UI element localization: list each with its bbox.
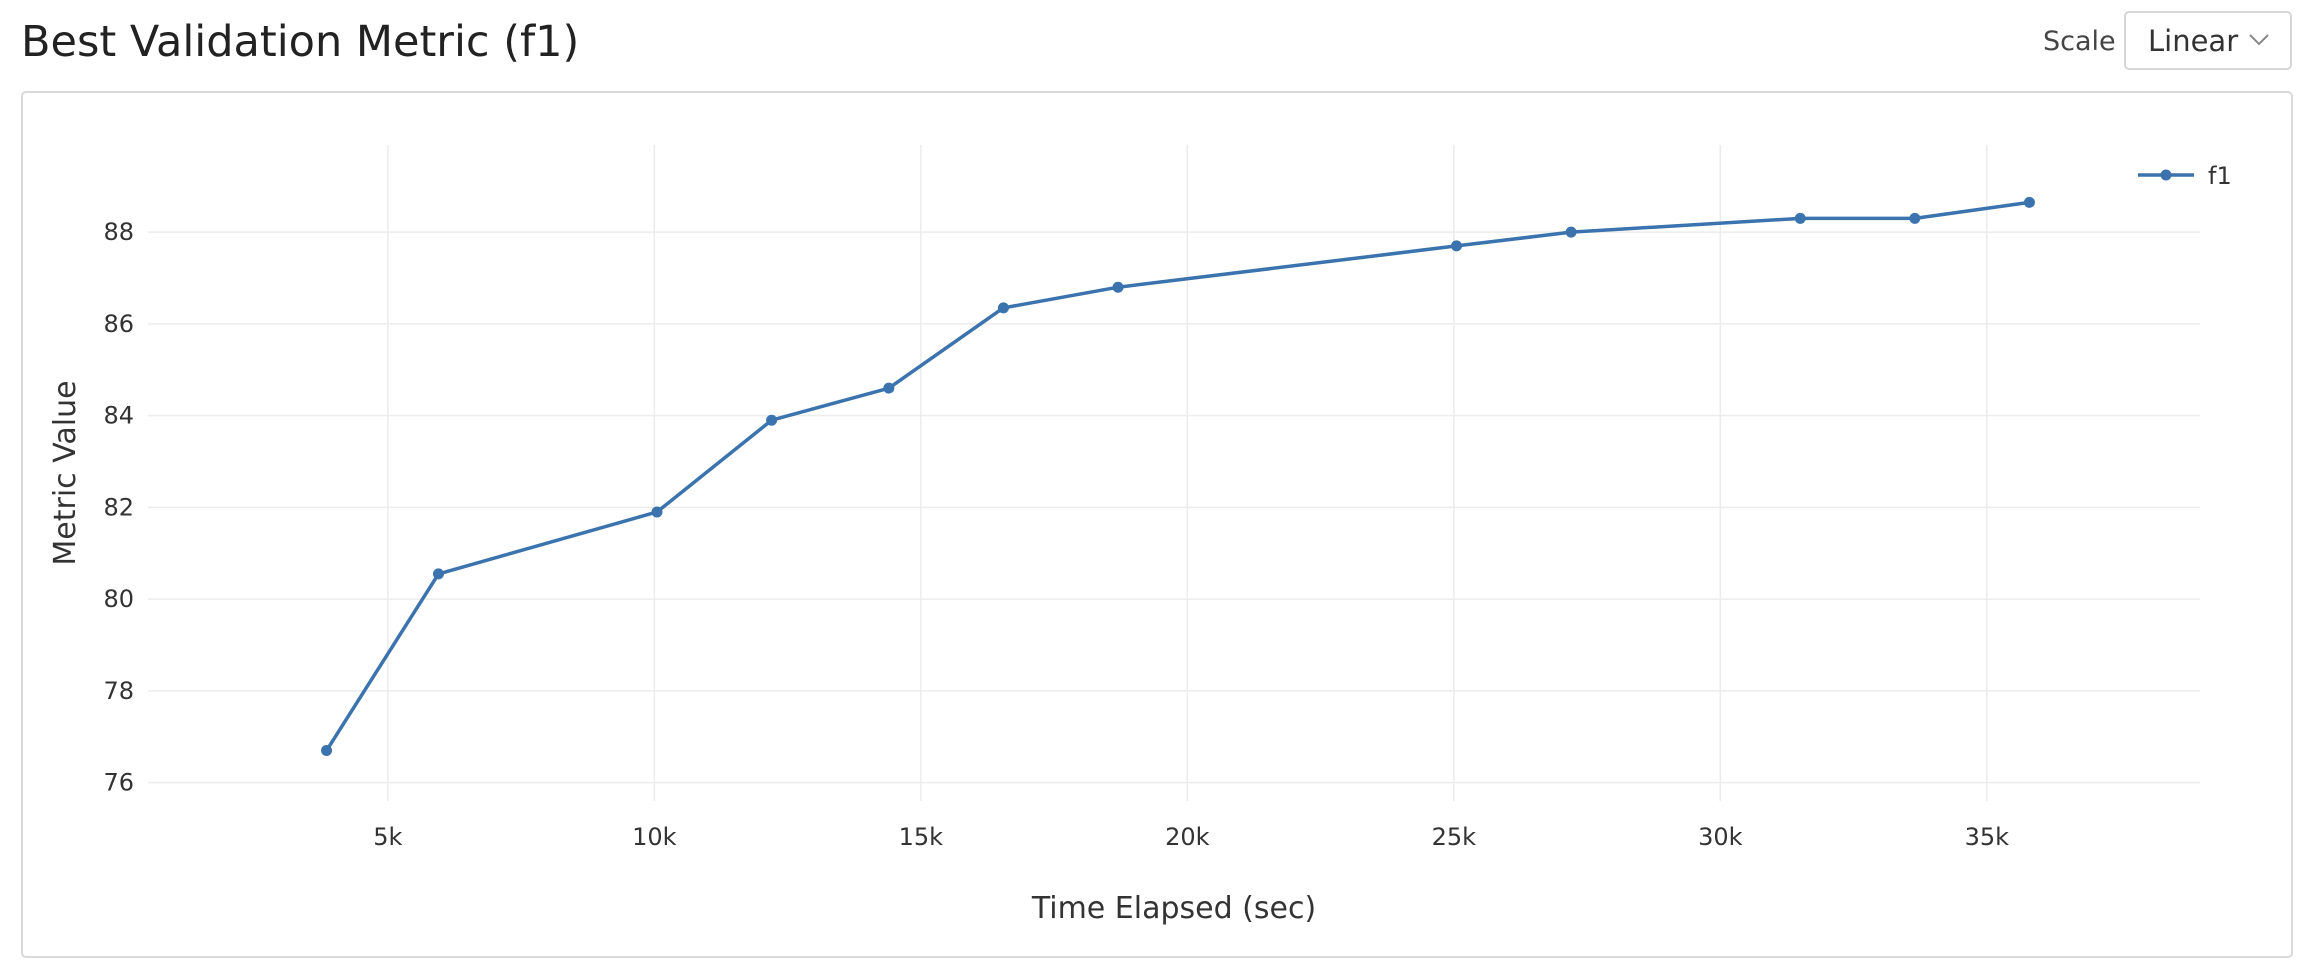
y-axis-title: Metric Value (48, 380, 83, 565)
data-point (1112, 281, 1124, 293)
series-line-f1 (324, 200, 2032, 753)
y-tick-label: 78 (103, 677, 134, 705)
y-tick-label: 76 (103, 769, 134, 797)
data-point (766, 414, 778, 426)
series-layer (321, 196, 2035, 757)
y-tick-label: 86 (103, 310, 134, 338)
data-point (2023, 196, 2035, 208)
data-point (651, 506, 663, 518)
data-point (1794, 212, 1806, 224)
data-point (321, 745, 333, 757)
data-point (1565, 226, 1577, 238)
legend: f1 (2138, 162, 2232, 190)
chevron-down-icon (2249, 34, 2269, 46)
scale-select[interactable]: Linear (2124, 11, 2292, 70)
x-tick-label: 5k (373, 823, 402, 851)
scale-select-value: Linear (2148, 23, 2239, 58)
legend-label: f1 (2208, 162, 2232, 190)
x-tick-label: 20k (1165, 823, 1210, 851)
axis-labels: 76 78 80 82 84 86 88 5k 10k 15k 20k 25k 30k 35k Time E… (48, 218, 2009, 926)
data-point (997, 302, 1009, 314)
data-point (883, 382, 895, 394)
data-point (432, 568, 444, 580)
x-tick-label: 30k (1698, 823, 1743, 851)
x-tick-label: 25k (1432, 823, 1477, 851)
x-tick-label: 10k (632, 823, 677, 851)
scale-label: Scale (2043, 26, 2116, 57)
legend-marker (2160, 169, 2172, 181)
x-axis-title: Time Elapsed (sec) (1031, 891, 1316, 926)
data-point (1450, 240, 1462, 252)
data-point (1909, 212, 1921, 224)
chart-panel: 76 78 80 82 84 86 88 5k 10k 15k 20k 25k 30k 35k Time E… (21, 91, 2293, 958)
y-tick-label: 82 (103, 493, 134, 521)
page-title: Best Validation Metric (f1) (21, 17, 580, 67)
y-tick-label: 84 (103, 402, 134, 430)
y-tick-label: 80 (103, 585, 134, 613)
x-tick-label: 15k (899, 823, 944, 851)
line-chart: 76 78 80 82 84 86 88 5k 10k 15k 20k 25k 30k 35k Time E… (48, 145, 2232, 926)
y-tick-label: 88 (103, 218, 134, 246)
x-tick-label: 35k (1965, 823, 2010, 851)
grid-lines (148, 145, 2200, 801)
